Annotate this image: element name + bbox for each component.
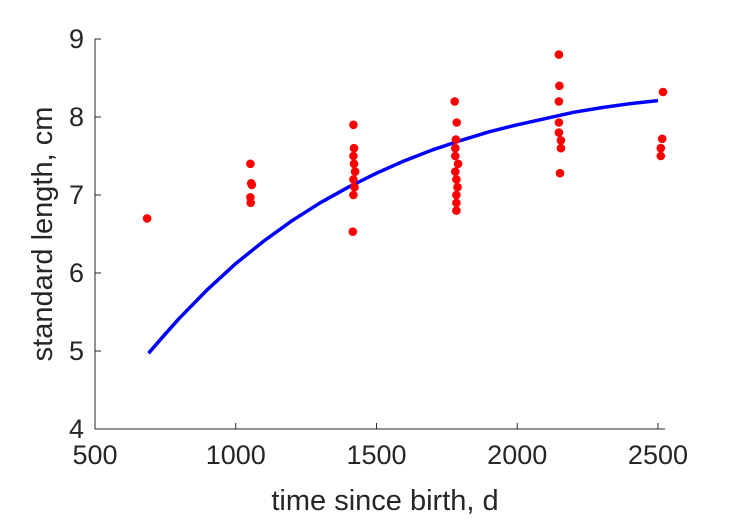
data-point	[452, 198, 461, 208]
data-point	[554, 97, 564, 106]
data-point	[247, 180, 257, 190]
data-point	[350, 182, 359, 192]
data-point	[349, 190, 358, 200]
data-point	[554, 50, 564, 59]
data-point	[656, 151, 666, 161]
data-point	[452, 175, 461, 184]
data-point	[246, 198, 255, 208]
data-point	[349, 175, 358, 184]
data-point	[349, 143, 359, 153]
data-point	[453, 159, 463, 169]
x-tick-label: 2500	[628, 440, 688, 470]
x-tick-label: 1000	[206, 440, 266, 470]
y-tick-label: 5	[69, 336, 84, 366]
data-point	[142, 214, 152, 223]
data-point	[453, 182, 462, 192]
y-tick-label: 4	[69, 414, 84, 444]
axes	[94, 39, 665, 430]
data-point	[451, 135, 461, 144]
data-point	[348, 227, 358, 236]
data-point	[451, 167, 460, 176]
x-tick-label: 2000	[487, 440, 547, 470]
data-point	[556, 143, 566, 153]
x-axis-ticks: 500 1000 1500 2000 2500	[72, 423, 688, 470]
x-tick-label: 1500	[346, 440, 406, 470]
data-point	[556, 136, 566, 145]
data-point	[555, 81, 564, 91]
data-point	[657, 134, 667, 144]
data-point	[554, 118, 564, 127]
data-point	[349, 120, 358, 130]
data-point	[452, 190, 461, 200]
y-tick-label: 9	[69, 24, 84, 54]
x-axis-title: time since birth, d	[271, 485, 498, 517]
data-point	[451, 143, 460, 153]
plot-area	[142, 50, 668, 355]
data-point	[554, 128, 564, 137]
y-tick-label: 8	[69, 102, 84, 132]
data-point	[555, 168, 565, 178]
data-point	[349, 151, 358, 161]
data-point	[452, 118, 462, 127]
data-point	[452, 206, 461, 215]
data-point	[451, 151, 460, 161]
data-point	[450, 97, 460, 106]
x-tick-label: 500	[72, 440, 117, 470]
y-tick-label: 7	[69, 180, 84, 210]
data-point	[349, 159, 359, 169]
fit-curve	[147, 98, 659, 355]
y-axis-title: standard length, cm	[27, 107, 59, 362]
data-point	[656, 143, 666, 153]
data-point	[246, 159, 255, 169]
y-tick-label: 6	[69, 258, 84, 288]
data-point	[658, 87, 668, 97]
y-axis-ticks: 4 5 6 7 8 9	[69, 24, 101, 444]
data-point	[350, 167, 360, 176]
